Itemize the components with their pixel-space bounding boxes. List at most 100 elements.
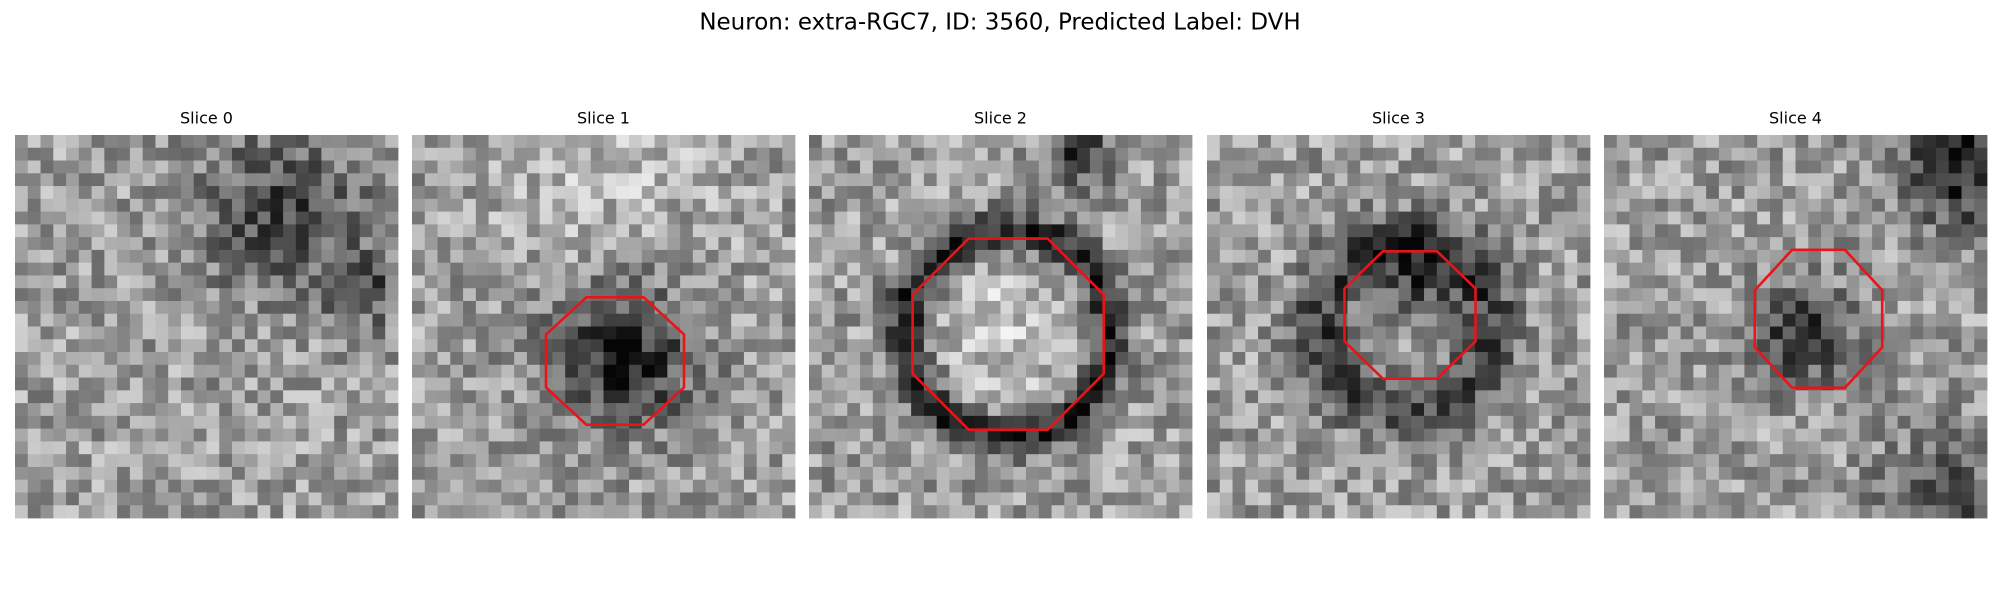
pixel xyxy=(385,249,399,264)
pixel xyxy=(53,275,67,289)
pixel xyxy=(949,288,963,302)
pixel xyxy=(821,492,835,506)
pixel xyxy=(104,300,118,315)
pixel xyxy=(359,415,373,430)
pixel xyxy=(756,211,770,225)
pixel xyxy=(1051,466,1065,481)
pixel xyxy=(1436,479,1450,493)
pixel xyxy=(1166,135,1180,149)
pixel xyxy=(552,237,566,251)
pixel xyxy=(577,160,592,174)
pixel xyxy=(1769,505,1784,519)
pixel xyxy=(244,441,258,455)
pixel xyxy=(1744,186,1758,200)
pixel xyxy=(1859,428,1873,442)
pixel xyxy=(1232,262,1246,276)
pixel xyxy=(501,249,515,264)
pixel xyxy=(1833,160,1847,174)
pixel xyxy=(1884,390,1899,404)
pixel xyxy=(974,198,989,212)
pixel xyxy=(1064,390,1078,404)
pixel xyxy=(15,160,29,174)
pixel xyxy=(705,415,719,430)
pixel xyxy=(385,326,399,340)
pixel xyxy=(283,479,297,493)
pixel xyxy=(206,339,220,353)
pixel xyxy=(1872,173,1886,187)
pixel xyxy=(834,249,848,264)
pixel xyxy=(731,339,745,353)
pixel xyxy=(488,441,502,455)
pixel xyxy=(104,505,118,519)
pixel xyxy=(705,186,719,200)
pixel xyxy=(1910,313,1924,327)
pixel xyxy=(1577,198,1591,212)
pixel xyxy=(424,288,438,302)
pixel xyxy=(1026,390,1040,404)
pixel xyxy=(1102,147,1116,161)
pixel xyxy=(1321,505,1336,519)
pixel xyxy=(1398,326,1412,340)
pixel xyxy=(1757,505,1771,519)
pixel xyxy=(552,479,566,493)
pixel xyxy=(1935,198,1950,212)
pixel xyxy=(334,479,348,493)
pixel xyxy=(1140,364,1155,378)
pixel xyxy=(680,198,694,212)
pixel xyxy=(1270,173,1284,187)
pixel xyxy=(66,441,80,455)
pixel xyxy=(1693,237,1707,251)
pixel xyxy=(1948,454,1962,468)
pixel xyxy=(1309,211,1323,225)
pixel xyxy=(1551,428,1565,442)
pixel xyxy=(680,352,694,366)
pixel xyxy=(577,313,592,327)
pixel xyxy=(565,300,579,315)
pixel xyxy=(1462,326,1476,340)
pixel xyxy=(1872,492,1886,506)
pixel xyxy=(1808,300,1822,315)
pixel xyxy=(1604,211,1618,225)
pixel xyxy=(1140,160,1155,174)
pixel xyxy=(1013,262,1027,276)
pixel xyxy=(1642,262,1656,276)
pixel xyxy=(974,249,989,264)
pixel xyxy=(78,186,92,200)
pixel xyxy=(616,313,630,327)
pixel xyxy=(885,186,899,200)
pixel xyxy=(1500,237,1514,251)
pixel xyxy=(1706,313,1720,327)
pixel xyxy=(616,441,630,455)
pixel xyxy=(1153,275,1167,289)
pixel xyxy=(1551,198,1565,212)
pixel xyxy=(629,160,643,174)
pixel xyxy=(1577,160,1591,174)
panel-title: Slice 1 xyxy=(577,109,630,128)
pixel xyxy=(372,313,386,327)
pixel xyxy=(1245,237,1259,251)
pixel xyxy=(1398,428,1412,442)
pixel xyxy=(1744,237,1758,251)
pixel xyxy=(1718,198,1733,212)
pixel xyxy=(232,211,246,225)
pixel xyxy=(219,147,233,161)
pixel xyxy=(412,364,426,378)
pixel xyxy=(1051,288,1065,302)
pixel xyxy=(372,300,386,315)
pixel xyxy=(898,237,912,251)
pixel xyxy=(1258,135,1272,149)
pixel xyxy=(1475,441,1489,455)
pixel xyxy=(1629,300,1643,315)
pixel xyxy=(1782,364,1796,378)
pixel xyxy=(1128,288,1142,302)
pixel xyxy=(437,479,451,493)
pixel xyxy=(308,288,322,302)
pixel xyxy=(1935,326,1950,340)
pixel xyxy=(1207,454,1221,468)
pixel xyxy=(987,326,1001,340)
pixel xyxy=(1935,186,1950,200)
pixel xyxy=(526,249,541,264)
pixel xyxy=(1961,300,1975,315)
pixel xyxy=(1372,390,1387,404)
pixel xyxy=(91,198,105,212)
